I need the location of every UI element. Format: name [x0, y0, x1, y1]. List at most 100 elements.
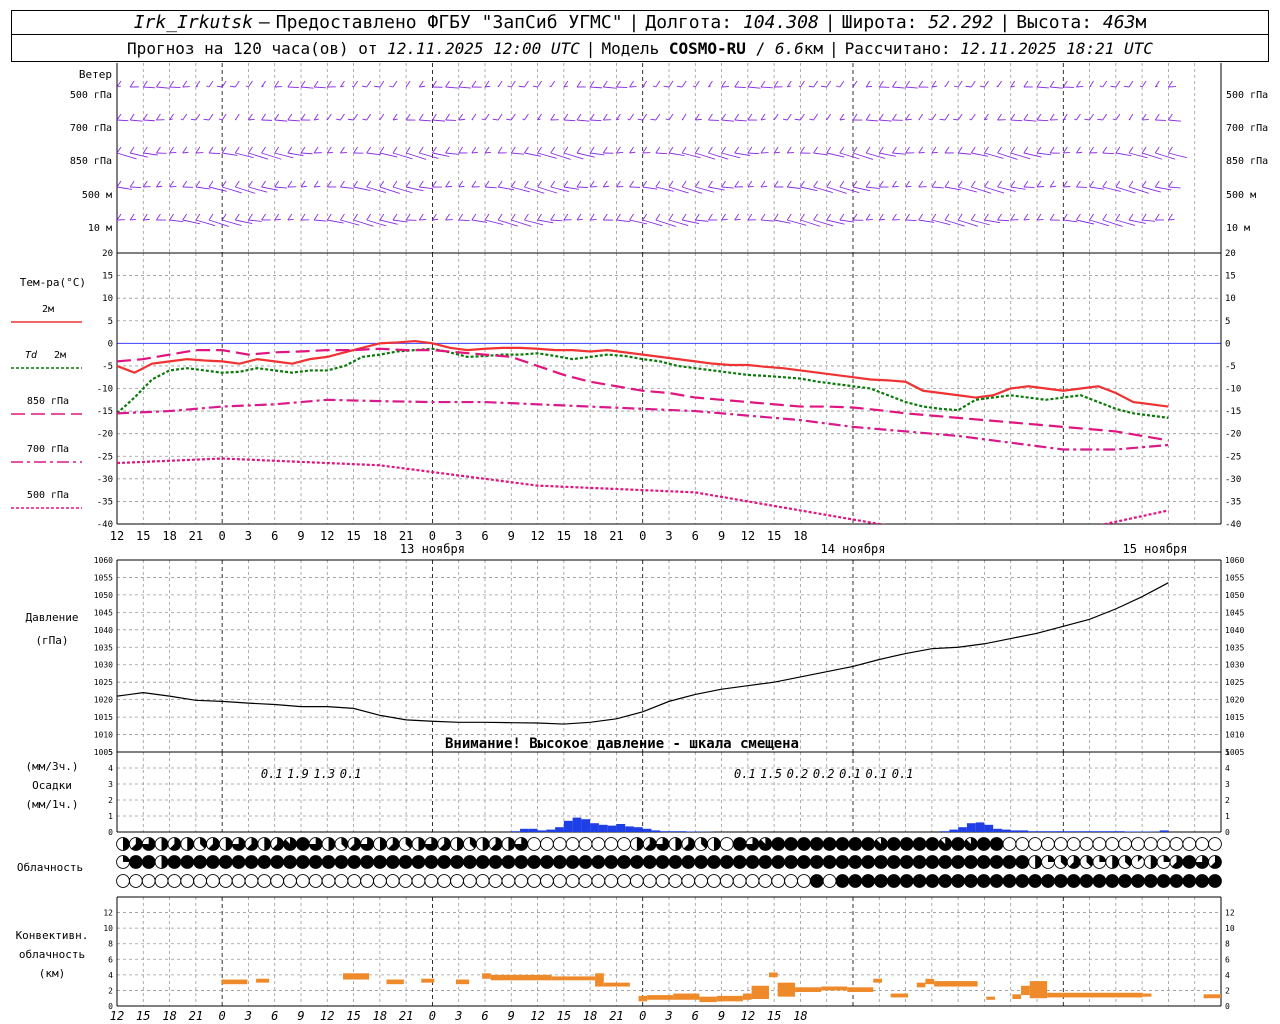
temp-hour-label: 18 — [793, 529, 807, 543]
cloud-symbol — [270, 874, 285, 888]
wind-barb-flag — [537, 213, 542, 221]
cloud-symbol-fill — [758, 837, 772, 851]
precip-bar — [616, 824, 626, 832]
cloud-symbol-fill — [591, 855, 605, 869]
wind-barb-flag — [970, 146, 976, 154]
wind-barb-flag — [1049, 146, 1055, 154]
wind-barb-flag — [839, 213, 845, 221]
wind-barb — [879, 119, 892, 122]
wind-barb-flag — [984, 146, 989, 154]
cloud-symbol-fill — [341, 837, 348, 849]
conv-cloud-segment — [1012, 994, 1022, 999]
wind-barb-flag — [458, 80, 464, 88]
conv-hour-label: 0 — [429, 1009, 436, 1023]
wind-barb-flag — [642, 180, 648, 188]
wind-barb-flag — [734, 213, 740, 221]
wind-barb — [905, 185, 912, 188]
cloud-symbol-fill — [1195, 855, 1209, 869]
cloud-symbol-fill — [386, 855, 400, 869]
wind-barb-flag — [984, 213, 989, 221]
wind-barb-flag — [524, 80, 529, 88]
wind-barb-flag — [892, 113, 897, 121]
wind-barb-flag — [1102, 146, 1108, 154]
precip-bar — [660, 831, 669, 832]
precip-bar — [1107, 831, 1116, 832]
wind-barb — [550, 152, 571, 160]
wind-barb-flag — [1154, 180, 1160, 188]
wind-barb-flag — [445, 113, 450, 121]
wind-barb — [1168, 218, 1175, 221]
forecast-prefix: Прогноз на 120 часа(ов) от — [127, 38, 378, 58]
wind-barb-flag — [1049, 180, 1055, 188]
wind-barb — [695, 219, 709, 222]
wind-barb-flag — [668, 113, 674, 121]
conv-cloud-segment — [673, 993, 700, 1000]
wind-barb-flag — [786, 146, 792, 154]
wind-barb-flag — [313, 180, 319, 188]
wind-barb — [261, 186, 278, 191]
conv-hour-label: 18 — [162, 1009, 176, 1023]
cloud-symbol-fill — [418, 837, 425, 851]
wind-barb — [787, 186, 801, 189]
wind-barb-flag — [681, 180, 687, 188]
wind-barb — [836, 85, 840, 88]
wind-barb — [931, 186, 944, 189]
wind-barb-flag — [813, 213, 818, 221]
wind-barb-flag — [379, 180, 385, 188]
wind-barb-flag — [326, 146, 332, 154]
wind-barb — [130, 186, 142, 189]
wind-barb-flag — [839, 146, 845, 154]
wind-barb-flag — [471, 180, 477, 188]
wind-barb — [826, 152, 845, 158]
wind-barb — [287, 152, 304, 157]
wind-barb — [965, 85, 972, 88]
precip-total-label: 0.1 — [734, 767, 756, 781]
wind-barb-flag — [826, 180, 832, 188]
cloud-symbol — [784, 874, 798, 888]
wind-barb-flag — [116, 213, 122, 221]
wind-barb — [576, 119, 590, 122]
cloud-symbol-fill — [450, 855, 464, 869]
wind-barb-flag — [826, 146, 832, 154]
wind-barb-flag — [1115, 180, 1121, 188]
wind-barb-flag — [1076, 180, 1081, 188]
wind-barb-flag — [878, 213, 884, 221]
wind-barb — [813, 186, 833, 194]
wind-barb-flag — [694, 80, 700, 88]
cloud-symbol — [527, 837, 541, 851]
cloud-symbol-fill — [322, 855, 335, 869]
wind-barb-flag — [274, 80, 280, 88]
wind-barb-flag — [156, 213, 161, 221]
wind-barb-flag — [918, 80, 924, 88]
conv-cloud-segment — [551, 976, 596, 981]
cloud-symbol-fill — [848, 837, 862, 851]
wind-barb-flag — [129, 80, 135, 88]
wind-barb — [287, 86, 299, 89]
wind-barb-flag — [984, 113, 989, 121]
temp-hour-label: 21 — [189, 529, 203, 543]
wind-barb-flag — [668, 213, 674, 221]
wind-barb — [879, 152, 896, 157]
wind-barb-flag — [445, 213, 450, 221]
wind-barb-flag — [1036, 180, 1042, 188]
conv-cloud-segment — [603, 982, 630, 987]
wind-barb — [1142, 152, 1163, 160]
wind-barb — [195, 219, 216, 227]
wind-barb — [392, 219, 408, 223]
cloud-symbol-fill — [758, 855, 772, 869]
wind-barb — [918, 219, 935, 223]
wind-barb — [800, 186, 818, 192]
cloud-symbol — [565, 837, 580, 851]
cloud-symbol — [719, 837, 734, 851]
wind-barb-flag — [274, 213, 280, 221]
wind-barb — [1139, 85, 1143, 88]
wind-barb — [852, 186, 871, 192]
wind-barb-flag — [510, 146, 516, 154]
cloud-symbol-fill — [836, 837, 849, 851]
wind-barb-flag — [366, 113, 372, 121]
wind-barb-flag — [1128, 80, 1134, 88]
wind-barb-flag — [813, 80, 818, 88]
cloud-symbol-fill — [1144, 874, 1158, 888]
cloud-symbol — [398, 874, 413, 888]
wind-barb-flag — [326, 113, 332, 121]
